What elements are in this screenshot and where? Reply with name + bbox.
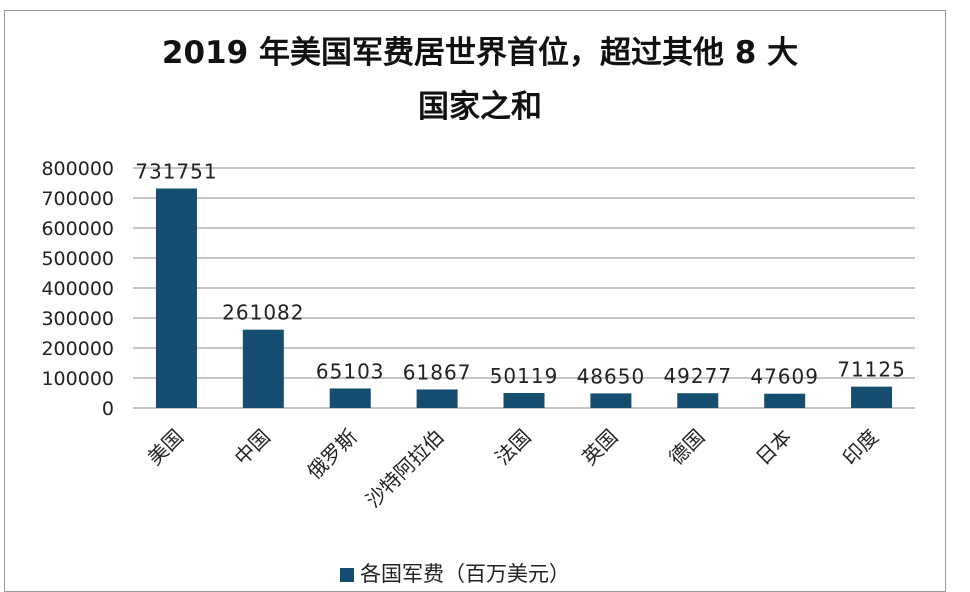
bar xyxy=(416,389,458,408)
x-category-label: 美国 xyxy=(143,425,188,470)
y-tick-label: 700000 xyxy=(41,188,114,210)
bar xyxy=(503,392,545,408)
y-tick-label: 100000 xyxy=(41,368,114,390)
bar xyxy=(329,388,371,408)
chart-title: 2019 年美国军费居世界首位，超过其他 8 大 国家之和 xyxy=(60,26,900,134)
y-tick-label: 600000 xyxy=(41,218,114,240)
y-tick-label: 200000 xyxy=(41,338,114,360)
bar xyxy=(677,393,719,408)
bar-chart: 0 100000 200000 300000 400000 500000 600000 700… xyxy=(41,158,915,513)
x-category-label: 法国 xyxy=(490,425,535,470)
bar xyxy=(590,393,632,408)
data-label: 49277 xyxy=(663,364,732,388)
y-tick-label: 500000 xyxy=(41,248,114,270)
y-tick-label: 300000 xyxy=(41,308,114,330)
bar xyxy=(155,188,197,408)
bar xyxy=(851,386,893,408)
data-label: 47609 xyxy=(750,365,819,389)
y-tick-label: 0 xyxy=(102,398,114,420)
x-category-label: 沙特阿拉伯 xyxy=(361,425,449,513)
chart-title-line-2: 国家之和 xyxy=(418,89,542,125)
data-label: 48650 xyxy=(577,364,646,388)
legend: 各国军费（百万美元） xyxy=(340,558,570,588)
x-category-label: 印度 xyxy=(838,425,883,470)
x-category-label: 德国 xyxy=(664,425,709,470)
x-category-label: 俄罗斯 xyxy=(302,425,361,484)
data-label: 261082 xyxy=(222,301,304,325)
bar xyxy=(764,393,806,408)
data-label: 61867 xyxy=(403,360,472,384)
y-tick-label: 400000 xyxy=(41,278,114,300)
data-label: 71125 xyxy=(837,358,906,382)
legend-swatch xyxy=(340,568,354,582)
x-category-label: 英国 xyxy=(577,425,622,470)
x-category-label: 中国 xyxy=(230,425,275,470)
y-tick-label: 800000 xyxy=(41,158,114,180)
chart-title-line-1: 2019 年美国军费居世界首位，超过其他 8 大 xyxy=(161,35,799,71)
legend-label: 各国军费（百万美元） xyxy=(360,562,570,586)
data-label: 731751 xyxy=(135,159,217,183)
data-label: 50119 xyxy=(490,364,559,388)
bar xyxy=(242,329,284,408)
x-category-label: 日本 xyxy=(751,425,796,470)
data-label: 65103 xyxy=(316,359,385,383)
